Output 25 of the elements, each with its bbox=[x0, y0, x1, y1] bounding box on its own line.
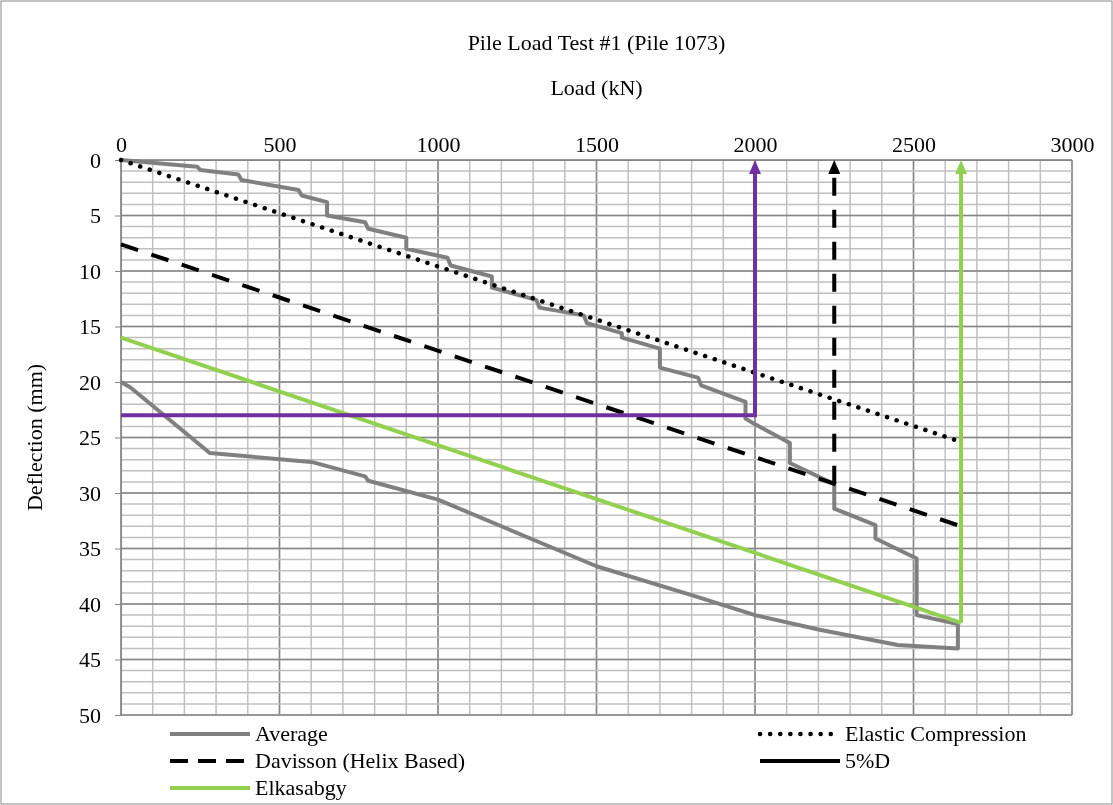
legend-label: Davisson (Helix Based) bbox=[255, 748, 466, 773]
legend-label: Elastic Compression bbox=[845, 721, 1027, 746]
x-tick-label: 1500 bbox=[575, 132, 619, 157]
y-tick-label: 10 bbox=[79, 258, 101, 284]
y-axis-title: Deflection (mm) bbox=[22, 363, 47, 512]
y-tick-label: 40 bbox=[79, 591, 101, 617]
chart-title: Pile Load Test #1 (Pile 1073) bbox=[467, 30, 726, 55]
x-axis-title: Load (kN) bbox=[550, 75, 643, 100]
y-tick-label: 50 bbox=[79, 702, 101, 728]
y-tick-label: 15 bbox=[79, 314, 101, 340]
legend-label: Elkasabgy bbox=[255, 775, 347, 800]
x-tick-label: 2500 bbox=[892, 132, 936, 157]
x-tick-label: 500 bbox=[263, 132, 297, 157]
y-tick-label: 30 bbox=[79, 480, 101, 506]
x-tick-label: 3000 bbox=[1050, 132, 1095, 157]
x-tick-label: 1000 bbox=[416, 132, 461, 157]
y-tick-label: 45 bbox=[79, 647, 101, 673]
x-tick-label: 2000 bbox=[733, 132, 778, 157]
y-tick-label: 25 bbox=[79, 425, 101, 451]
y-tick-label: 20 bbox=[79, 369, 101, 395]
x-tick-label: 0 bbox=[116, 132, 127, 157]
y-tick-label: 5 bbox=[90, 203, 101, 229]
legend-label: Average bbox=[255, 721, 328, 746]
legend-label: 5%D bbox=[845, 748, 891, 773]
y-tick-label: 35 bbox=[79, 536, 101, 562]
